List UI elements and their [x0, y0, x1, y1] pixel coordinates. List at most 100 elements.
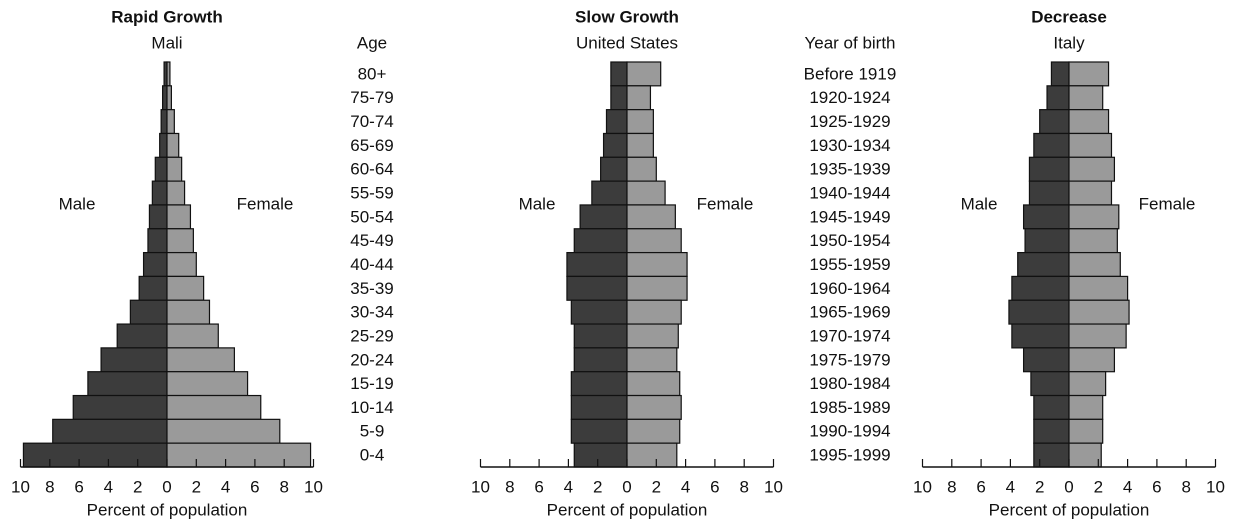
bar: [570, 371, 628, 397]
bar: [87, 371, 168, 397]
x-tick-label: 0: [162, 477, 171, 496]
category-label: 1965-1969: [809, 303, 890, 322]
category-label: Before 1919: [804, 64, 897, 83]
category-label: 1970-1974: [809, 326, 890, 345]
bar: [142, 251, 168, 278]
x-tick-label: 6: [1152, 477, 1161, 496]
category-label: 1980-1984: [809, 374, 890, 393]
bar: [1024, 228, 1070, 254]
x-tick-label: 4: [221, 477, 230, 496]
bar: [570, 394, 628, 420]
x-tick-label: 10: [304, 477, 323, 496]
bar: [1068, 442, 1102, 468]
category-label: 25-29: [350, 326, 393, 345]
x-tick-label: 4: [681, 477, 690, 496]
bar: [22, 442, 168, 468]
x-tick-label: 6: [534, 477, 543, 496]
x-tick-label: 6: [74, 477, 83, 496]
legend-label: Male: [59, 194, 96, 213]
x-tick-label: 6: [710, 477, 719, 496]
bar: [1022, 347, 1070, 373]
bar: [1011, 275, 1070, 301]
bar: [626, 347, 678, 373]
bar: [1008, 299, 1070, 325]
bar: [626, 394, 682, 420]
x-tick-label: 10: [11, 477, 30, 496]
bar: [151, 180, 168, 206]
category-label: 1950-1954: [809, 231, 890, 250]
bar: [166, 132, 180, 158]
bar: [573, 228, 628, 254]
bar: [166, 442, 312, 468]
x-tick-label: 6: [976, 477, 985, 496]
x-tick-label: 0: [1064, 477, 1073, 496]
category-label: 60-64: [350, 160, 393, 179]
category-label: 1955-1959: [809, 255, 890, 274]
bar: [52, 418, 168, 444]
bar: [600, 156, 628, 182]
x-tick-label: 8: [45, 477, 54, 496]
category-label: 1990-1994: [809, 422, 890, 441]
bar: [626, 323, 679, 349]
bar: [1028, 180, 1070, 206]
legend-label: Male: [519, 194, 556, 213]
x-tick-label: 8: [739, 477, 748, 496]
bar: [1068, 156, 1116, 182]
bar: [138, 275, 168, 301]
x-tick-label: 2: [593, 477, 602, 496]
bar: [626, 228, 682, 254]
bar: [166, 371, 249, 397]
category-label: 1940-1944: [809, 184, 890, 203]
x-axis-label: Percent of population: [547, 500, 708, 519]
chart-title: Rapid Growth: [111, 7, 222, 26]
bar: [1068, 347, 1116, 373]
category-label: 75-79: [350, 88, 393, 107]
x-tick-label: 4: [1006, 477, 1015, 496]
bar: [1011, 323, 1070, 349]
bar: [626, 299, 682, 325]
category-label: 35-39: [350, 279, 393, 298]
bar: [1068, 251, 1121, 278]
bar: [166, 347, 235, 373]
x-tick-label: 2: [1094, 477, 1103, 496]
bar: [626, 156, 657, 182]
x-tick-label: 2: [1035, 477, 1044, 496]
bar: [566, 275, 628, 301]
category-label: 70-74: [350, 112, 393, 131]
legend-label: Male: [961, 194, 998, 213]
category-label: 5-9: [360, 422, 385, 441]
x-tick-label: 10: [764, 477, 783, 496]
bar: [1028, 156, 1070, 182]
bar: [159, 132, 168, 158]
bar: [116, 323, 168, 349]
bar: [566, 251, 628, 278]
x-tick-label: 8: [505, 477, 514, 496]
x-tick-label: 0: [622, 477, 631, 496]
bar: [626, 275, 688, 301]
bar: [166, 85, 172, 111]
bar: [1033, 418, 1070, 444]
bar: [1033, 394, 1070, 420]
bar: [1068, 109, 1110, 135]
bar: [1050, 61, 1070, 87]
x-tick-label: 2: [192, 477, 201, 496]
x-tick-label: 4: [1123, 477, 1132, 496]
bar: [626, 251, 688, 278]
bar: [166, 299, 211, 325]
bar: [1068, 394, 1104, 420]
bar: [626, 61, 662, 87]
bar: [148, 204, 168, 230]
bar: [1030, 371, 1070, 397]
bar: [570, 418, 628, 444]
x-tick-label: 4: [104, 477, 113, 496]
x-tick-label: 10: [471, 477, 490, 496]
bar: [1068, 418, 1104, 444]
bar: [1068, 204, 1120, 230]
bar: [610, 85, 628, 111]
x-tick-label: 10: [1206, 477, 1225, 496]
chart-title: Decrease: [1031, 7, 1107, 26]
x-tick-label: 6: [250, 477, 259, 496]
bar: [160, 109, 168, 135]
bar: [573, 347, 628, 373]
category-label: 1960-1964: [809, 279, 890, 298]
